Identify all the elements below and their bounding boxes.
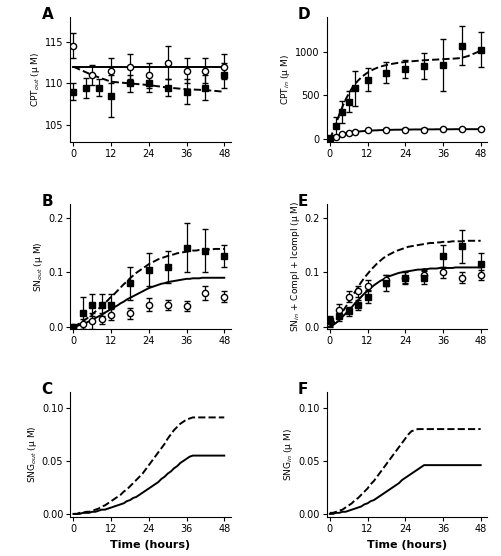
Y-axis label: SN$_{in}$ + Compl + lcompl (μ M): SN$_{in}$ + Compl + lcompl (μ M) bbox=[288, 201, 301, 332]
Y-axis label: CPT$_{out}$ (μ M): CPT$_{out}$ (μ M) bbox=[29, 52, 42, 107]
Y-axis label: SNG$_{out}$ (μ M): SNG$_{out}$ (μ M) bbox=[26, 426, 39, 483]
X-axis label: Time (hours): Time (hours) bbox=[366, 539, 446, 549]
Y-axis label: CPT$_{in}$ (μ M): CPT$_{in}$ (μ M) bbox=[279, 54, 292, 105]
Text: C: C bbox=[42, 382, 53, 397]
Y-axis label: SNG$_{in}$ (μ M): SNG$_{in}$ (μ M) bbox=[282, 428, 295, 481]
Text: E: E bbox=[297, 194, 308, 209]
Text: F: F bbox=[297, 382, 308, 397]
Y-axis label: SN$_{out}$ (μ M): SN$_{out}$ (μ M) bbox=[32, 242, 45, 292]
Text: B: B bbox=[42, 194, 53, 209]
Text: A: A bbox=[42, 7, 53, 22]
Text: D: D bbox=[297, 7, 310, 22]
X-axis label: Time (hours): Time (hours) bbox=[110, 539, 190, 549]
